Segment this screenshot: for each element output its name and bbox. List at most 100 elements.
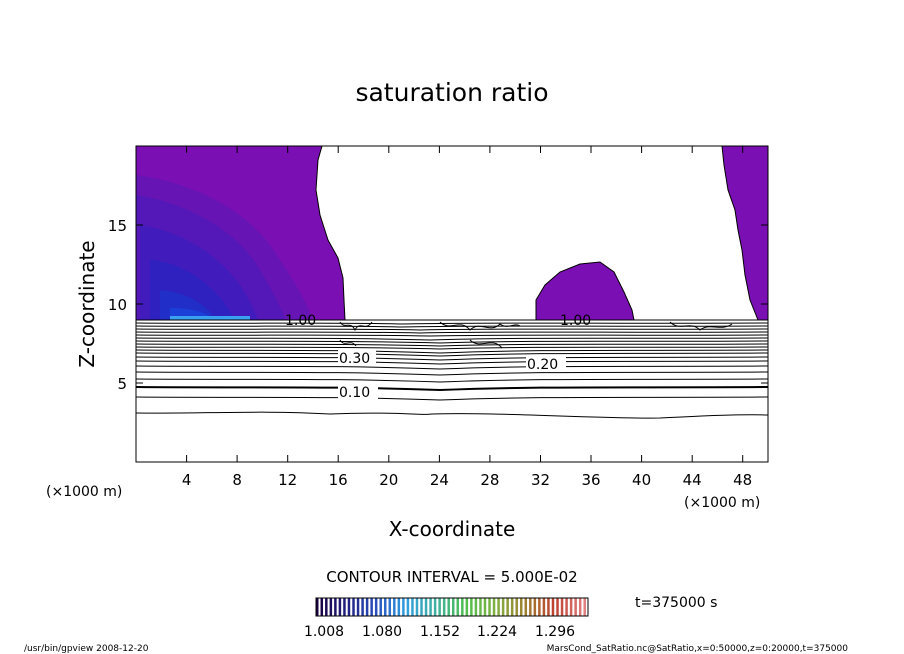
colorbar-swatch	[347, 598, 351, 616]
colorbar-swatch	[529, 598, 532, 616]
colorbar-swatch	[492, 598, 496, 616]
shading-bright-band	[170, 316, 250, 320]
colorbar-swatch	[316, 598, 319, 616]
supersat-region-right	[722, 146, 768, 320]
colorbar-swatch	[551, 598, 555, 616]
x-axis-unit: (×1000 m)	[684, 495, 760, 511]
colorbar-swatch	[379, 598, 382, 616]
colorbar-swatch	[560, 598, 564, 616]
colorbar-swatch	[474, 598, 478, 616]
colorbar-swatch	[533, 598, 537, 616]
colorbar-swatch	[406, 598, 410, 616]
y-tick-label: 5	[117, 375, 127, 393]
y-tick-label: 15	[108, 217, 127, 235]
x-tick-label: 28	[480, 471, 499, 489]
colorbar-swatch	[483, 598, 487, 616]
x-tick-label: 16	[329, 471, 348, 489]
colorbar-swatch	[370, 598, 373, 616]
contour-label: 0.30	[339, 351, 370, 367]
contour-label-group: 1.00 1.00 0.30 0.20 0.10	[285, 313, 591, 401]
colorbar-swatch	[465, 598, 469, 616]
colorbar-swatch	[488, 598, 491, 616]
colorbar-swatch	[402, 598, 405, 616]
contour-label: 0.10	[339, 385, 370, 401]
colorbar-frame	[315, 597, 589, 617]
x-tick-label: 48	[733, 471, 752, 489]
colorbar-swatch	[461, 598, 464, 616]
colorbar-swatch	[569, 598, 573, 616]
supersat-region-middle	[536, 262, 634, 320]
colorbar-swatch	[510, 598, 514, 616]
contour-label: 1.00	[285, 313, 316, 329]
colorbar-swatch	[415, 598, 419, 616]
colorbar-swatch	[374, 598, 378, 616]
colorbar-swatch	[583, 598, 586, 616]
colorbar-swatch	[515, 598, 518, 616]
colorbar-swatch	[365, 598, 369, 616]
colorbar-swatch	[384, 598, 387, 616]
x-tick-label: 12	[278, 471, 297, 489]
colorbar-swatch	[547, 598, 550, 616]
x-tick-label: 4	[182, 471, 192, 489]
colorbar-swatch	[388, 598, 392, 616]
chart-title: saturation ratio	[355, 78, 548, 107]
x-tick-label: 32	[531, 471, 550, 489]
x-tick-label: 44	[683, 471, 702, 489]
colorbar-swatch	[424, 598, 428, 616]
x-tick-label: 40	[632, 471, 651, 489]
colorbar-swatch	[520, 598, 523, 616]
x-tick-labels: 4 8 12 16 20 24 28 32 36 40 44 48	[182, 471, 752, 489]
x-tick-label: 20	[379, 471, 398, 489]
colorbar-tick-label: 1.296	[535, 624, 575, 640]
colorbar-swatch	[397, 598, 401, 616]
x-axis	[186, 146, 744, 462]
y-axis-unit: (×1000 m)	[46, 484, 122, 500]
colorbar-swatch	[429, 598, 432, 616]
colorbar-tick-label: 1.008	[304, 624, 344, 640]
colorbar-tick-label: 1.152	[420, 624, 460, 640]
colorbar	[316, 598, 586, 616]
x-tick-label: 24	[430, 471, 449, 489]
colorbar-swatch	[524, 598, 528, 616]
colorbar-swatch	[578, 598, 582, 616]
colorbar-swatch	[356, 598, 360, 616]
contour-label: 1.00	[560, 313, 591, 329]
colorbar-swatch	[329, 598, 333, 616]
colorbar-swatch	[542, 598, 546, 616]
colorbar-swatch	[442, 598, 446, 616]
x-tick-label: 36	[581, 471, 600, 489]
contour-label: 0.20	[527, 357, 558, 373]
colorbar-swatch	[334, 598, 337, 616]
colorbar-swatch	[497, 598, 500, 616]
x-tick-label: 8	[232, 471, 242, 489]
colorbar-swatch	[361, 598, 364, 616]
colorbar-swatch	[470, 598, 473, 616]
colorbar-swatch	[343, 598, 346, 616]
y-axis-title: Z-coordinate	[75, 240, 99, 367]
colorbar-tick-label: 1.080	[362, 624, 402, 640]
y-axis	[136, 224, 768, 384]
colorbar-swatch	[506, 598, 509, 616]
colorbar-swatch	[352, 598, 355, 616]
footer-left: /usr/bin/gpview 2008-12-20	[24, 644, 149, 654]
footer-right: MarsCond_SatRatio.nc@SatRatio,x=0:50000,…	[547, 644, 849, 654]
colorbar-swatch	[565, 598, 568, 616]
colorbar-swatch	[447, 598, 450, 616]
x-axis-title: X-coordinate	[389, 517, 516, 541]
time-label: t=375000 s	[635, 595, 717, 611]
colorbar-swatch	[452, 598, 455, 616]
colorbar-swatch	[438, 598, 441, 616]
colorbar-swatch	[325, 598, 328, 616]
colorbar-swatch	[320, 598, 324, 616]
y-tick-label: 10	[108, 296, 127, 314]
colorbar-swatch	[574, 598, 577, 616]
colorbar-swatch	[479, 598, 482, 616]
colorbar-swatch	[393, 598, 396, 616]
colorbar-swatch	[433, 598, 437, 616]
colorbar-swatch	[338, 598, 342, 616]
colorbar-swatch	[501, 598, 505, 616]
colorbar-swatch	[420, 598, 423, 616]
colorbar-swatch	[538, 598, 541, 616]
colorbar-swatch	[456, 598, 460, 616]
